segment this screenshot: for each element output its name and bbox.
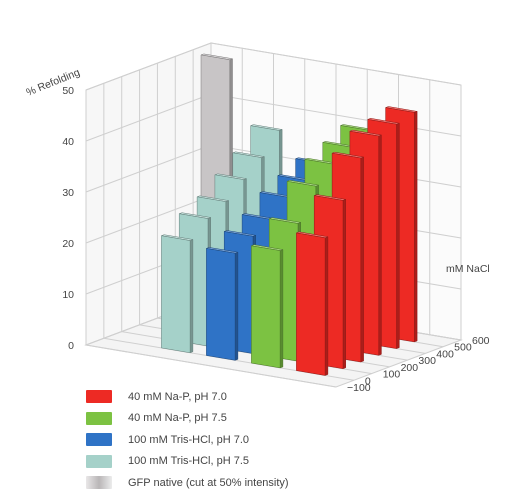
z-tick-label: 50 — [62, 85, 74, 97]
legend-item: 40 mM Na-P, pH 7.5 — [86, 408, 289, 430]
bar-side — [378, 134, 382, 356]
bar-front — [296, 232, 326, 376]
bar-front — [161, 235, 191, 354]
bar-side — [234, 251, 239, 361]
bar-front — [206, 248, 236, 361]
legend-swatch — [86, 411, 112, 425]
legend-label: GFP native (cut at 50% intensity) — [128, 476, 289, 489]
depth-tick-label: 200 — [401, 362, 419, 374]
legend-label: 40 mM Na-P, pH 7.0 — [128, 390, 227, 403]
bar — [205, 247, 239, 361]
z-tick-label: 40 — [62, 136, 74, 148]
bar-side — [342, 199, 346, 370]
legend-swatch — [86, 433, 112, 447]
bar-side — [396, 122, 400, 349]
floor-gridline — [85, 344, 337, 388]
depth-tick-label: 500 — [454, 342, 472, 354]
z-tick-label: 30 — [62, 187, 74, 199]
depth-tick-label: 300 — [418, 355, 436, 367]
z-tick-label: 20 — [62, 238, 74, 250]
chart-bars — [160, 53, 419, 376]
bar-side — [324, 236, 329, 376]
legend-swatch — [86, 454, 112, 468]
legend-item: 100 mM Tris-HCl, pH 7.0 — [86, 429, 289, 451]
depth-tick-label: 600 — [472, 335, 490, 347]
legend-label: 100 mM Tris-HCl, pH 7.5 — [128, 455, 250, 468]
z-tick-label: 10 — [62, 289, 74, 301]
legend-label: 40 mM Na-P, pH 7.5 — [128, 412, 227, 425]
legend-item: 40 mM Na-P, pH 7.0 — [86, 386, 289, 408]
depth-tick-label: 400 — [436, 348, 454, 360]
bar-side — [360, 156, 364, 363]
bar-side — [414, 111, 418, 343]
bar — [250, 244, 284, 369]
z-tick-label: 0 — [68, 340, 74, 352]
depth-axis-label: mM NaCl — [446, 263, 490, 275]
legend: 40 mM Na-P, pH 7.0 40 mM Na-P, pH 7.5 10… — [86, 386, 289, 494]
bar-side — [279, 249, 284, 369]
legend-item: GFP native (cut at 50% intensity) — [86, 472, 289, 494]
bar-front — [251, 245, 281, 369]
bar — [295, 231, 329, 376]
bar-side — [189, 239, 194, 354]
legend-swatch — [86, 476, 112, 490]
depth-tick-label: −100 — [347, 382, 371, 394]
legend-swatch — [86, 390, 112, 404]
depth-tick-label: 0 — [365, 375, 371, 387]
legend-label: 100 mM Tris-HCl, pH 7.0 — [128, 433, 250, 446]
depth-tick-label: 100 — [383, 369, 401, 381]
legend-item: 100 mM Tris-HCl, pH 7.5 — [86, 451, 289, 473]
bar — [160, 234, 194, 354]
